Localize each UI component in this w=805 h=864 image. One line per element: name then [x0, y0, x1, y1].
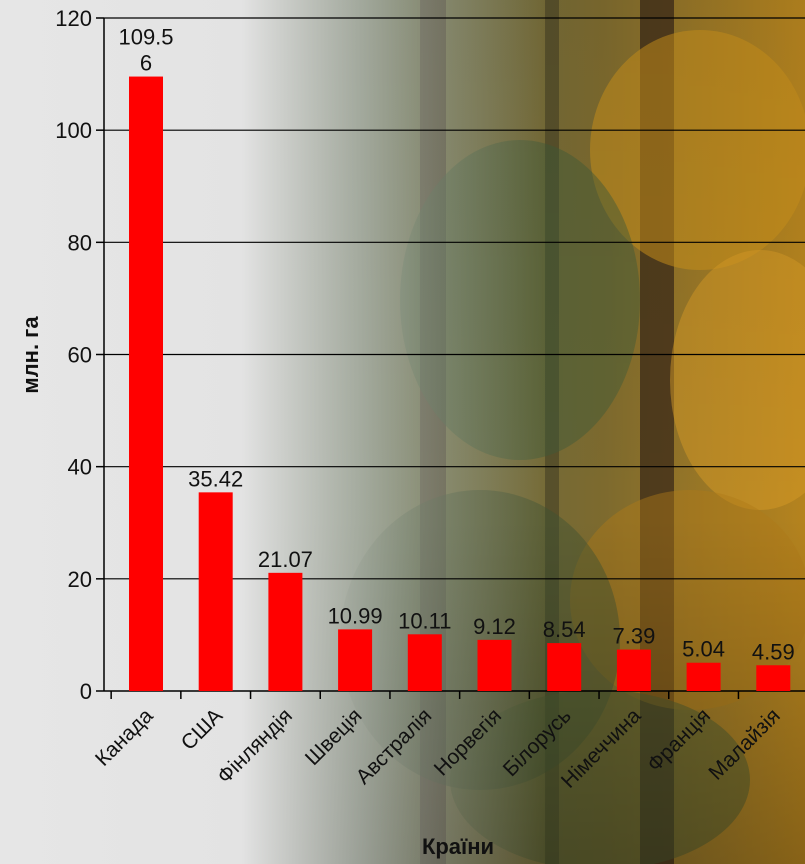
data-label-6: 8.54	[543, 617, 586, 642]
y-tick-label: 0	[80, 679, 92, 704]
x-tick-label-4: Австралія	[352, 704, 437, 789]
data-label-1: 35.42	[188, 466, 243, 491]
data-label-0: 109.5 6	[118, 25, 173, 76]
bar-8	[686, 662, 721, 691]
bar-0	[129, 76, 163, 691]
bar-4	[407, 634, 442, 691]
y-axis-title: млн. га	[18, 316, 43, 394]
x-tick-label-2: Фінляндія	[213, 704, 297, 788]
x-tick-label-3: Швеція	[301, 704, 367, 770]
bar-1	[198, 492, 233, 691]
y-tick-label: 60	[68, 343, 92, 368]
bar-6	[547, 643, 582, 691]
x-tick-label-0: Канада	[91, 704, 158, 771]
data-label-4: 10.11	[398, 608, 451, 633]
y-tick-label: 20	[68, 567, 92, 592]
y-tick-label: 100	[55, 118, 92, 143]
x-tick-label-5: Норвегія	[430, 704, 506, 780]
x-tick-label-8: Франція	[643, 704, 715, 776]
data-labels: 109.5 6 35.42 21.07 10.99 10.11 9.12 8.54 7.39 5.…	[118, 25, 794, 665]
data-label-9: 4.59	[752, 639, 795, 664]
data-label-2: 21.07	[258, 547, 313, 572]
x-axis-title: Країни	[422, 834, 494, 859]
data-label-3: 10.99	[328, 603, 383, 628]
bar-5	[477, 639, 512, 691]
bar-2	[268, 572, 303, 691]
y-tick-label: 80	[68, 230, 92, 255]
bar-7	[616, 649, 651, 691]
y-tick-label: 120	[55, 6, 92, 31]
y-tick-labels: 0 20 40 60 80 100 120	[55, 6, 92, 704]
bars	[129, 76, 791, 691]
x-tick-label-9: Малайзія	[704, 704, 784, 784]
y-tick-label: 40	[68, 455, 92, 480]
data-label-8: 5.04	[682, 637, 725, 662]
bar-3	[338, 629, 373, 691]
data-label-5: 9.12	[473, 614, 516, 639]
data-label-7: 7.39	[612, 624, 655, 649]
bar-9	[756, 665, 791, 691]
x-tick-label-1: США	[177, 704, 228, 755]
